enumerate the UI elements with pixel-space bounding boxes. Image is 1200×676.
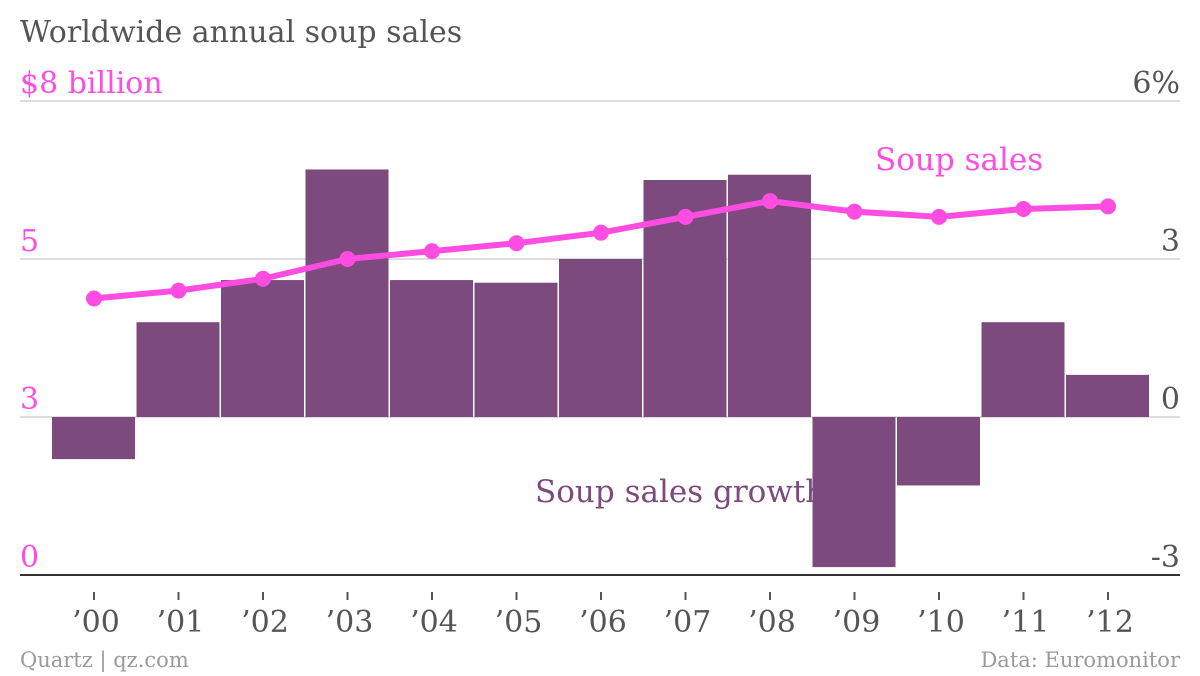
growth-bar [559,259,642,417]
x-tick-label: ’03 [326,605,374,640]
x-tick-label: ’01 [157,605,205,640]
chart-title: Worldwide annual soup sales [20,15,462,50]
growth-bar [474,282,558,417]
x-tick-label: ’05 [495,605,543,640]
x-tick-label: ’02 [241,605,289,640]
x-tick-label: ’09 [833,605,881,640]
soup-sales-point [1015,200,1032,217]
growth-bar [221,280,304,417]
left-axis-tick: 0 [20,540,39,575]
soup-sales-point [762,193,778,210]
soup-sales-point [424,243,440,260]
soup-sales-point [255,270,271,287]
soup-sales-point [593,224,609,241]
line-series [86,193,1116,307]
left-axis-tick: 3 [20,382,39,417]
bars [52,169,1149,568]
left-axis-tick: 5 [20,224,39,259]
x-tick-label: ’00 [72,605,120,640]
soup-sales-point [86,290,102,307]
right-axis-tick: 6% [1132,66,1180,101]
x-tick-label: ’12 [1086,605,1134,640]
x-axis-ticks: ’00 ’01 ’02 ’03 ’04 ’05 ’06 ’07 ’08 ’09 ’10 ’11 ’12 [72,592,1134,640]
soup-sales-label: Soup sales [875,142,1043,178]
growth-bar [390,280,473,417]
x-tick-label: ’04 [410,605,458,640]
y-axis-ticks: $8 billion 5 3 0 6% 3 0 -3 [20,66,1180,575]
x-tick-label: ’06 [579,605,627,640]
soup-sales-point [170,282,187,299]
left-axis-tick: $8 billion [20,66,163,101]
soup-sales-point [1100,198,1116,215]
right-axis-tick: -3 [1151,540,1180,575]
growth-bar [981,322,1065,417]
growth-bar [305,169,389,417]
x-tick-label: ’08 [748,605,796,640]
soup-sales-point [677,208,694,225]
x-tick-label: ’07 [664,605,712,640]
soup-sales-point [846,203,863,220]
growth-bar [812,417,896,568]
x-tick-label: ’11 [1002,605,1050,640]
x-tick-label: ’10 [917,605,965,640]
right-axis-tick: 3 [1161,224,1180,259]
right-axis-tick: 0 [1161,382,1180,417]
growth-bar [728,174,811,417]
soup-sales-point [931,208,947,225]
growth-bar [136,322,220,417]
source-right: Data: Euromonitor [980,648,1180,672]
soup-sales-point [339,251,356,267]
growth-bar [1066,374,1149,417]
growth-bar [897,417,980,486]
soup-sales-growth-label: Soup sales growth [535,474,825,510]
growth-bar [52,417,135,460]
soup-sales-point [508,235,525,252]
source-left: Quartz | qz.com [20,648,189,673]
